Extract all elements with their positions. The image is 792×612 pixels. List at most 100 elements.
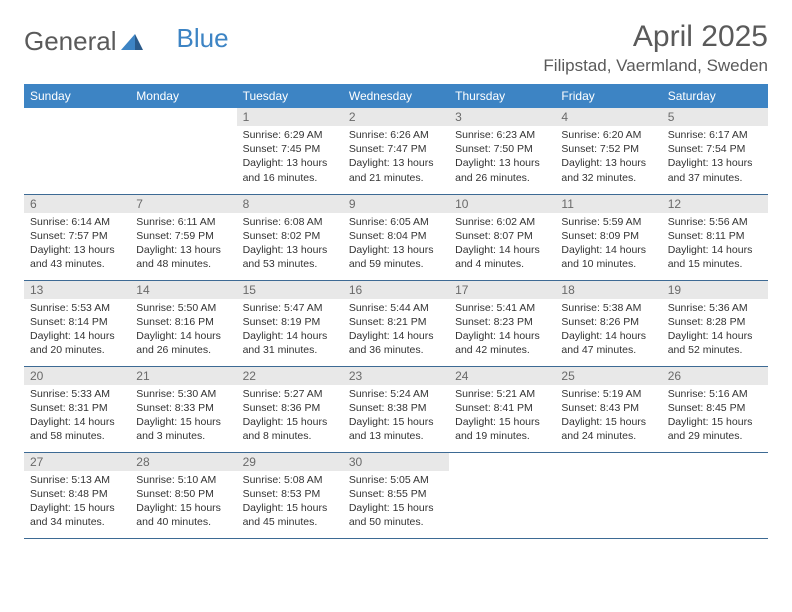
day-content: Sunrise: 5:41 AMSunset: 8:23 PMDaylight:… (449, 299, 555, 362)
calendar-week: 1Sunrise: 6:29 AMSunset: 7:45 PMDaylight… (24, 108, 768, 194)
day-header: Monday (130, 84, 236, 108)
day-number: 3 (449, 108, 555, 126)
day-header: Friday (555, 84, 661, 108)
day-content: Sunrise: 6:29 AMSunset: 7:45 PMDaylight:… (237, 126, 343, 189)
calendar-cell (24, 108, 130, 194)
day-content: Sunrise: 6:14 AMSunset: 7:57 PMDaylight:… (24, 213, 130, 276)
calendar-body: 1Sunrise: 6:29 AMSunset: 7:45 PMDaylight… (24, 108, 768, 538)
day-content: Sunrise: 5:44 AMSunset: 8:21 PMDaylight:… (343, 299, 449, 362)
day-header: Wednesday (343, 84, 449, 108)
day-content: Sunrise: 6:08 AMSunset: 8:02 PMDaylight:… (237, 213, 343, 276)
calendar-cell: 4Sunrise: 6:20 AMSunset: 7:52 PMDaylight… (555, 108, 661, 194)
calendar-cell: 28Sunrise: 5:10 AMSunset: 8:50 PMDayligh… (130, 452, 236, 538)
calendar-cell: 13Sunrise: 5:53 AMSunset: 8:14 PMDayligh… (24, 280, 130, 366)
day-number: 27 (24, 453, 130, 471)
day-number: 30 (343, 453, 449, 471)
title-block: April 2025 Filipstad, Vaermland, Sweden (543, 20, 768, 76)
day-number: 24 (449, 367, 555, 385)
calendar-cell: 8Sunrise: 6:08 AMSunset: 8:02 PMDaylight… (237, 194, 343, 280)
calendar-cell: 23Sunrise: 5:24 AMSunset: 8:38 PMDayligh… (343, 366, 449, 452)
calendar-cell: 20Sunrise: 5:33 AMSunset: 8:31 PMDayligh… (24, 366, 130, 452)
day-content: Sunrise: 5:19 AMSunset: 8:43 PMDaylight:… (555, 385, 661, 448)
calendar-cell (449, 452, 555, 538)
day-number: 20 (24, 367, 130, 385)
day-header: Tuesday (237, 84, 343, 108)
calendar-cell (130, 108, 236, 194)
calendar-cell: 25Sunrise: 5:19 AMSunset: 8:43 PMDayligh… (555, 366, 661, 452)
day-number: 8 (237, 195, 343, 213)
day-number: 12 (662, 195, 768, 213)
day-content: Sunrise: 5:05 AMSunset: 8:55 PMDaylight:… (343, 471, 449, 534)
calendar-week: 13Sunrise: 5:53 AMSunset: 8:14 PMDayligh… (24, 280, 768, 366)
calendar-cell: 11Sunrise: 5:59 AMSunset: 8:09 PMDayligh… (555, 194, 661, 280)
day-content: Sunrise: 5:16 AMSunset: 8:45 PMDaylight:… (662, 385, 768, 448)
day-number: 14 (130, 281, 236, 299)
brand-logo: General Blue (24, 20, 229, 57)
calendar-cell (662, 452, 768, 538)
day-number: 23 (343, 367, 449, 385)
calendar-cell: 10Sunrise: 6:02 AMSunset: 8:07 PMDayligh… (449, 194, 555, 280)
calendar-cell: 21Sunrise: 5:30 AMSunset: 8:33 PMDayligh… (130, 366, 236, 452)
calendar-cell: 15Sunrise: 5:47 AMSunset: 8:19 PMDayligh… (237, 280, 343, 366)
calendar-cell: 18Sunrise: 5:38 AMSunset: 8:26 PMDayligh… (555, 280, 661, 366)
calendar-cell: 1Sunrise: 6:29 AMSunset: 7:45 PMDaylight… (237, 108, 343, 194)
calendar-cell: 6Sunrise: 6:14 AMSunset: 7:57 PMDaylight… (24, 194, 130, 280)
triangle-icon (121, 26, 143, 57)
calendar-week: 27Sunrise: 5:13 AMSunset: 8:48 PMDayligh… (24, 452, 768, 538)
calendar-cell: 5Sunrise: 6:17 AMSunset: 7:54 PMDaylight… (662, 108, 768, 194)
day-number: 26 (662, 367, 768, 385)
day-number: 16 (343, 281, 449, 299)
day-number: 15 (237, 281, 343, 299)
day-content: Sunrise: 5:10 AMSunset: 8:50 PMDaylight:… (130, 471, 236, 534)
day-content: Sunrise: 5:33 AMSunset: 8:31 PMDaylight:… (24, 385, 130, 448)
day-header: Sunday (24, 84, 130, 108)
calendar-cell: 19Sunrise: 5:36 AMSunset: 8:28 PMDayligh… (662, 280, 768, 366)
calendar-week: 6Sunrise: 6:14 AMSunset: 7:57 PMDaylight… (24, 194, 768, 280)
day-content: Sunrise: 5:13 AMSunset: 8:48 PMDaylight:… (24, 471, 130, 534)
day-content: Sunrise: 5:50 AMSunset: 8:16 PMDaylight:… (130, 299, 236, 362)
calendar-cell: 17Sunrise: 5:41 AMSunset: 8:23 PMDayligh… (449, 280, 555, 366)
day-content: Sunrise: 6:05 AMSunset: 8:04 PMDaylight:… (343, 213, 449, 276)
calendar-head: SundayMondayTuesdayWednesdayThursdayFrid… (24, 84, 768, 108)
day-content: Sunrise: 6:26 AMSunset: 7:47 PMDaylight:… (343, 126, 449, 189)
calendar-cell: 16Sunrise: 5:44 AMSunset: 8:21 PMDayligh… (343, 280, 449, 366)
day-content: Sunrise: 5:30 AMSunset: 8:33 PMDaylight:… (130, 385, 236, 448)
calendar-cell: 14Sunrise: 5:50 AMSunset: 8:16 PMDayligh… (130, 280, 236, 366)
day-content: Sunrise: 5:24 AMSunset: 8:38 PMDaylight:… (343, 385, 449, 448)
day-number: 18 (555, 281, 661, 299)
location-text: Filipstad, Vaermland, Sweden (543, 56, 768, 76)
day-number: 28 (130, 453, 236, 471)
day-content: Sunrise: 5:56 AMSunset: 8:11 PMDaylight:… (662, 213, 768, 276)
day-header: Thursday (449, 84, 555, 108)
calendar-cell: 26Sunrise: 5:16 AMSunset: 8:45 PMDayligh… (662, 366, 768, 452)
day-content: Sunrise: 5:38 AMSunset: 8:26 PMDaylight:… (555, 299, 661, 362)
day-number: 2 (343, 108, 449, 126)
day-content: Sunrise: 5:08 AMSunset: 8:53 PMDaylight:… (237, 471, 343, 534)
day-content: Sunrise: 5:27 AMSunset: 8:36 PMDaylight:… (237, 385, 343, 448)
page-header: General Blue April 2025 Filipstad, Vaerm… (24, 20, 768, 76)
calendar-cell: 24Sunrise: 5:21 AMSunset: 8:41 PMDayligh… (449, 366, 555, 452)
day-header: Saturday (662, 84, 768, 108)
day-number: 4 (555, 108, 661, 126)
day-content: Sunrise: 5:36 AMSunset: 8:28 PMDaylight:… (662, 299, 768, 362)
brand-part1: General (24, 26, 117, 57)
day-content: Sunrise: 6:23 AMSunset: 7:50 PMDaylight:… (449, 126, 555, 189)
day-number: 21 (130, 367, 236, 385)
day-number: 17 (449, 281, 555, 299)
day-number: 22 (237, 367, 343, 385)
day-number: 11 (555, 195, 661, 213)
day-number: 7 (130, 195, 236, 213)
month-title: April 2025 (543, 20, 768, 54)
calendar-cell (555, 452, 661, 538)
calendar-cell: 27Sunrise: 5:13 AMSunset: 8:48 PMDayligh… (24, 452, 130, 538)
calendar-cell: 29Sunrise: 5:08 AMSunset: 8:53 PMDayligh… (237, 452, 343, 538)
calendar-week: 20Sunrise: 5:33 AMSunset: 8:31 PMDayligh… (24, 366, 768, 452)
day-content: Sunrise: 5:21 AMSunset: 8:41 PMDaylight:… (449, 385, 555, 448)
calendar-cell: 12Sunrise: 5:56 AMSunset: 8:11 PMDayligh… (662, 194, 768, 280)
day-content: Sunrise: 6:20 AMSunset: 7:52 PMDaylight:… (555, 126, 661, 189)
day-number: 9 (343, 195, 449, 213)
brand-part2: Blue (177, 23, 229, 54)
day-number: 1 (237, 108, 343, 126)
day-content: Sunrise: 6:17 AMSunset: 7:54 PMDaylight:… (662, 126, 768, 189)
day-content: Sunrise: 6:02 AMSunset: 8:07 PMDaylight:… (449, 213, 555, 276)
